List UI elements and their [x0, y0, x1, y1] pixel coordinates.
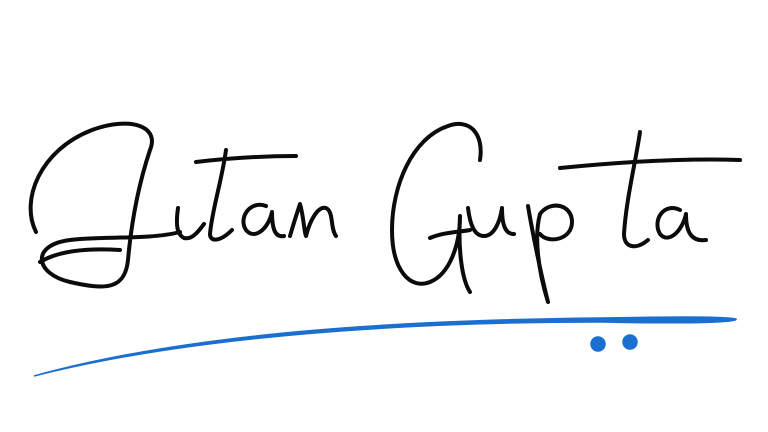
- letter-g-stroke: [390, 122, 483, 294]
- signature-underline: [33, 316, 737, 377]
- letter-n-stroke: [288, 202, 338, 238]
- letter-t-crossbar: [194, 154, 298, 164]
- letter-t2-stroke: [622, 130, 650, 249]
- underline-dot-right: [622, 334, 638, 350]
- letter-u-stroke: [466, 206, 516, 238]
- letter-j-flourish: [38, 247, 122, 264]
- letter-j-stroke: [28, 121, 182, 289]
- letter-i-stroke: [174, 206, 206, 241]
- letter-p-stroke: [526, 203, 574, 304]
- underline-swoosh: [33, 316, 737, 377]
- letter-g-bar: [428, 228, 472, 240]
- letter-a-stroke: [241, 202, 286, 239]
- underline-dot-left: [590, 336, 606, 352]
- letter-t-stroke: [208, 148, 234, 242]
- letter-t2-crossbar: [558, 157, 742, 170]
- signature-ink: [28, 121, 742, 304]
- letter-a2-stroke: [655, 206, 708, 243]
